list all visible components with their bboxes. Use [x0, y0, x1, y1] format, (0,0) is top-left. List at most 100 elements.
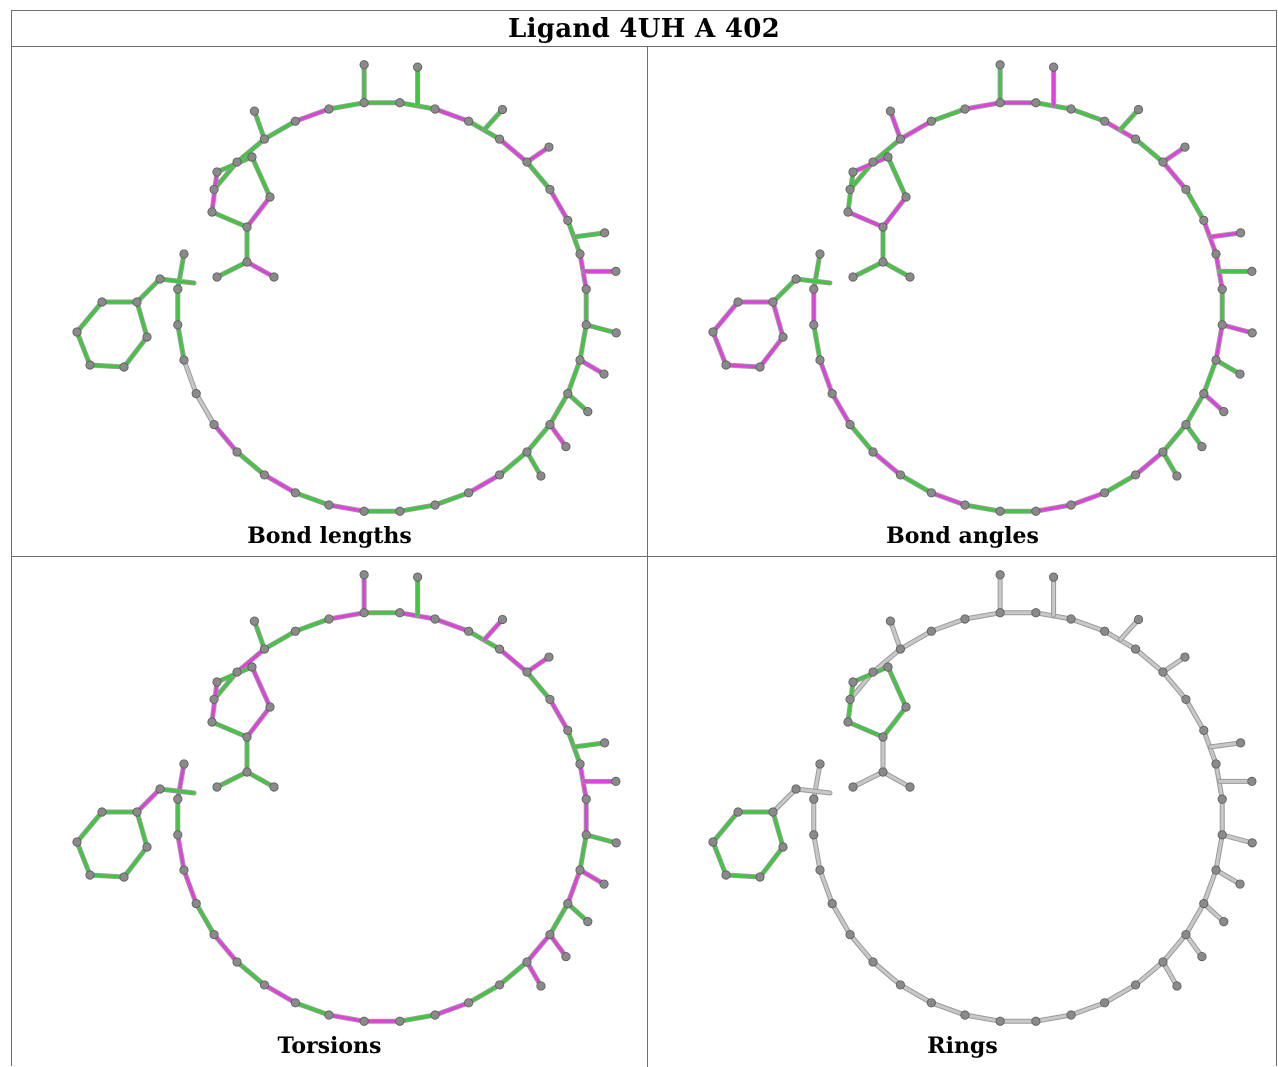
atom	[1199, 899, 1209, 909]
benzene-bond	[724, 363, 762, 369]
substituent-bond	[888, 619, 902, 651]
atom	[895, 980, 906, 990]
atom	[960, 500, 970, 510]
atom	[1219, 407, 1229, 417]
atom	[1236, 738, 1246, 748]
macrocycle-bond	[1184, 902, 1206, 937]
atom	[708, 837, 718, 847]
atom	[1247, 838, 1257, 848]
atom	[575, 355, 585, 365]
atom	[611, 776, 621, 787]
atom	[883, 152, 893, 162]
atom	[359, 608, 369, 618]
macrocycle-bond	[433, 107, 471, 123]
atom	[132, 297, 142, 307]
atom	[1181, 419, 1191, 430]
macrocycle-bond	[1202, 358, 1218, 396]
atom	[611, 838, 621, 848]
atom	[242, 732, 252, 742]
ring-branch-bond	[851, 770, 885, 789]
benzene-bond	[758, 845, 785, 879]
atom	[545, 184, 555, 195]
atom	[1180, 142, 1190, 152]
macrocycle-bond	[963, 611, 1002, 621]
atom	[522, 957, 532, 967]
atom	[242, 257, 252, 267]
five-ring-bond	[250, 155, 272, 199]
atom	[1172, 471, 1182, 481]
atom	[1211, 355, 1221, 365]
atom	[1130, 470, 1141, 480]
atom	[1130, 644, 1141, 654]
atom	[494, 470, 505, 480]
macrocycle-bond	[467, 983, 502, 1005]
atom	[1130, 134, 1141, 144]
atom	[1235, 879, 1245, 889]
atom	[1048, 62, 1059, 72]
macrocycle-bond	[818, 358, 834, 396]
linker-bond	[771, 277, 798, 304]
atom	[901, 702, 911, 712]
linker-bond	[794, 277, 832, 285]
atom	[845, 419, 855, 430]
macrocycle-bond	[235, 450, 266, 477]
atom	[522, 667, 532, 677]
macrocycle-bond	[262, 119, 297, 141]
substituent-bond	[1220, 833, 1254, 845]
macrocycle-bond	[929, 1001, 967, 1017]
atom	[1031, 506, 1041, 516]
macrocycle-bond	[818, 868, 834, 906]
atom	[209, 419, 219, 430]
five-ring-bond	[250, 665, 272, 709]
macrocycle-bond	[433, 617, 471, 633]
atom	[269, 272, 279, 282]
atom	[1130, 980, 1141, 990]
atom	[179, 249, 189, 259]
atom	[563, 215, 573, 225]
atom	[173, 320, 183, 330]
atom	[809, 320, 819, 330]
atom	[815, 865, 825, 875]
atom	[995, 1016, 1005, 1026]
macrocycle-bond	[578, 323, 588, 362]
atom	[926, 626, 936, 636]
macrocycle-bond	[1134, 137, 1165, 164]
atom	[581, 830, 591, 840]
atom	[1066, 104, 1076, 114]
macrocycle-bond	[1103, 473, 1138, 495]
atom	[1211, 759, 1221, 769]
macrocycle-bond	[1161, 423, 1188, 454]
atom	[848, 272, 858, 282]
atom	[1031, 608, 1041, 618]
atom	[522, 157, 532, 167]
atom	[868, 667, 878, 677]
macrocycle-bond	[963, 1013, 1002, 1023]
substituent-bond	[573, 741, 607, 749]
macrocycle-bond	[1161, 933, 1188, 964]
atom	[247, 662, 257, 672]
atom	[845, 929, 855, 940]
macrocycle-bond	[212, 423, 239, 454]
atom	[960, 1010, 970, 1020]
atom	[895, 470, 906, 480]
atom	[209, 694, 219, 705]
atom	[536, 981, 546, 991]
macrocycle-bond	[262, 629, 297, 651]
benzene-bond	[711, 300, 740, 334]
atom	[265, 192, 275, 202]
atom	[815, 249, 825, 259]
atom	[926, 998, 936, 1008]
atom	[1100, 998, 1110, 1008]
atom	[544, 652, 554, 662]
atom	[464, 116, 474, 126]
atom	[561, 951, 571, 962]
atom	[995, 98, 1005, 108]
atom	[848, 677, 858, 687]
ring-branch-bond	[245, 770, 276, 789]
linker-bond	[135, 787, 162, 814]
atom	[1211, 865, 1221, 875]
macrocycle-bond	[929, 491, 967, 507]
atom	[599, 879, 609, 889]
atom	[809, 284, 819, 294]
atom	[885, 616, 896, 626]
